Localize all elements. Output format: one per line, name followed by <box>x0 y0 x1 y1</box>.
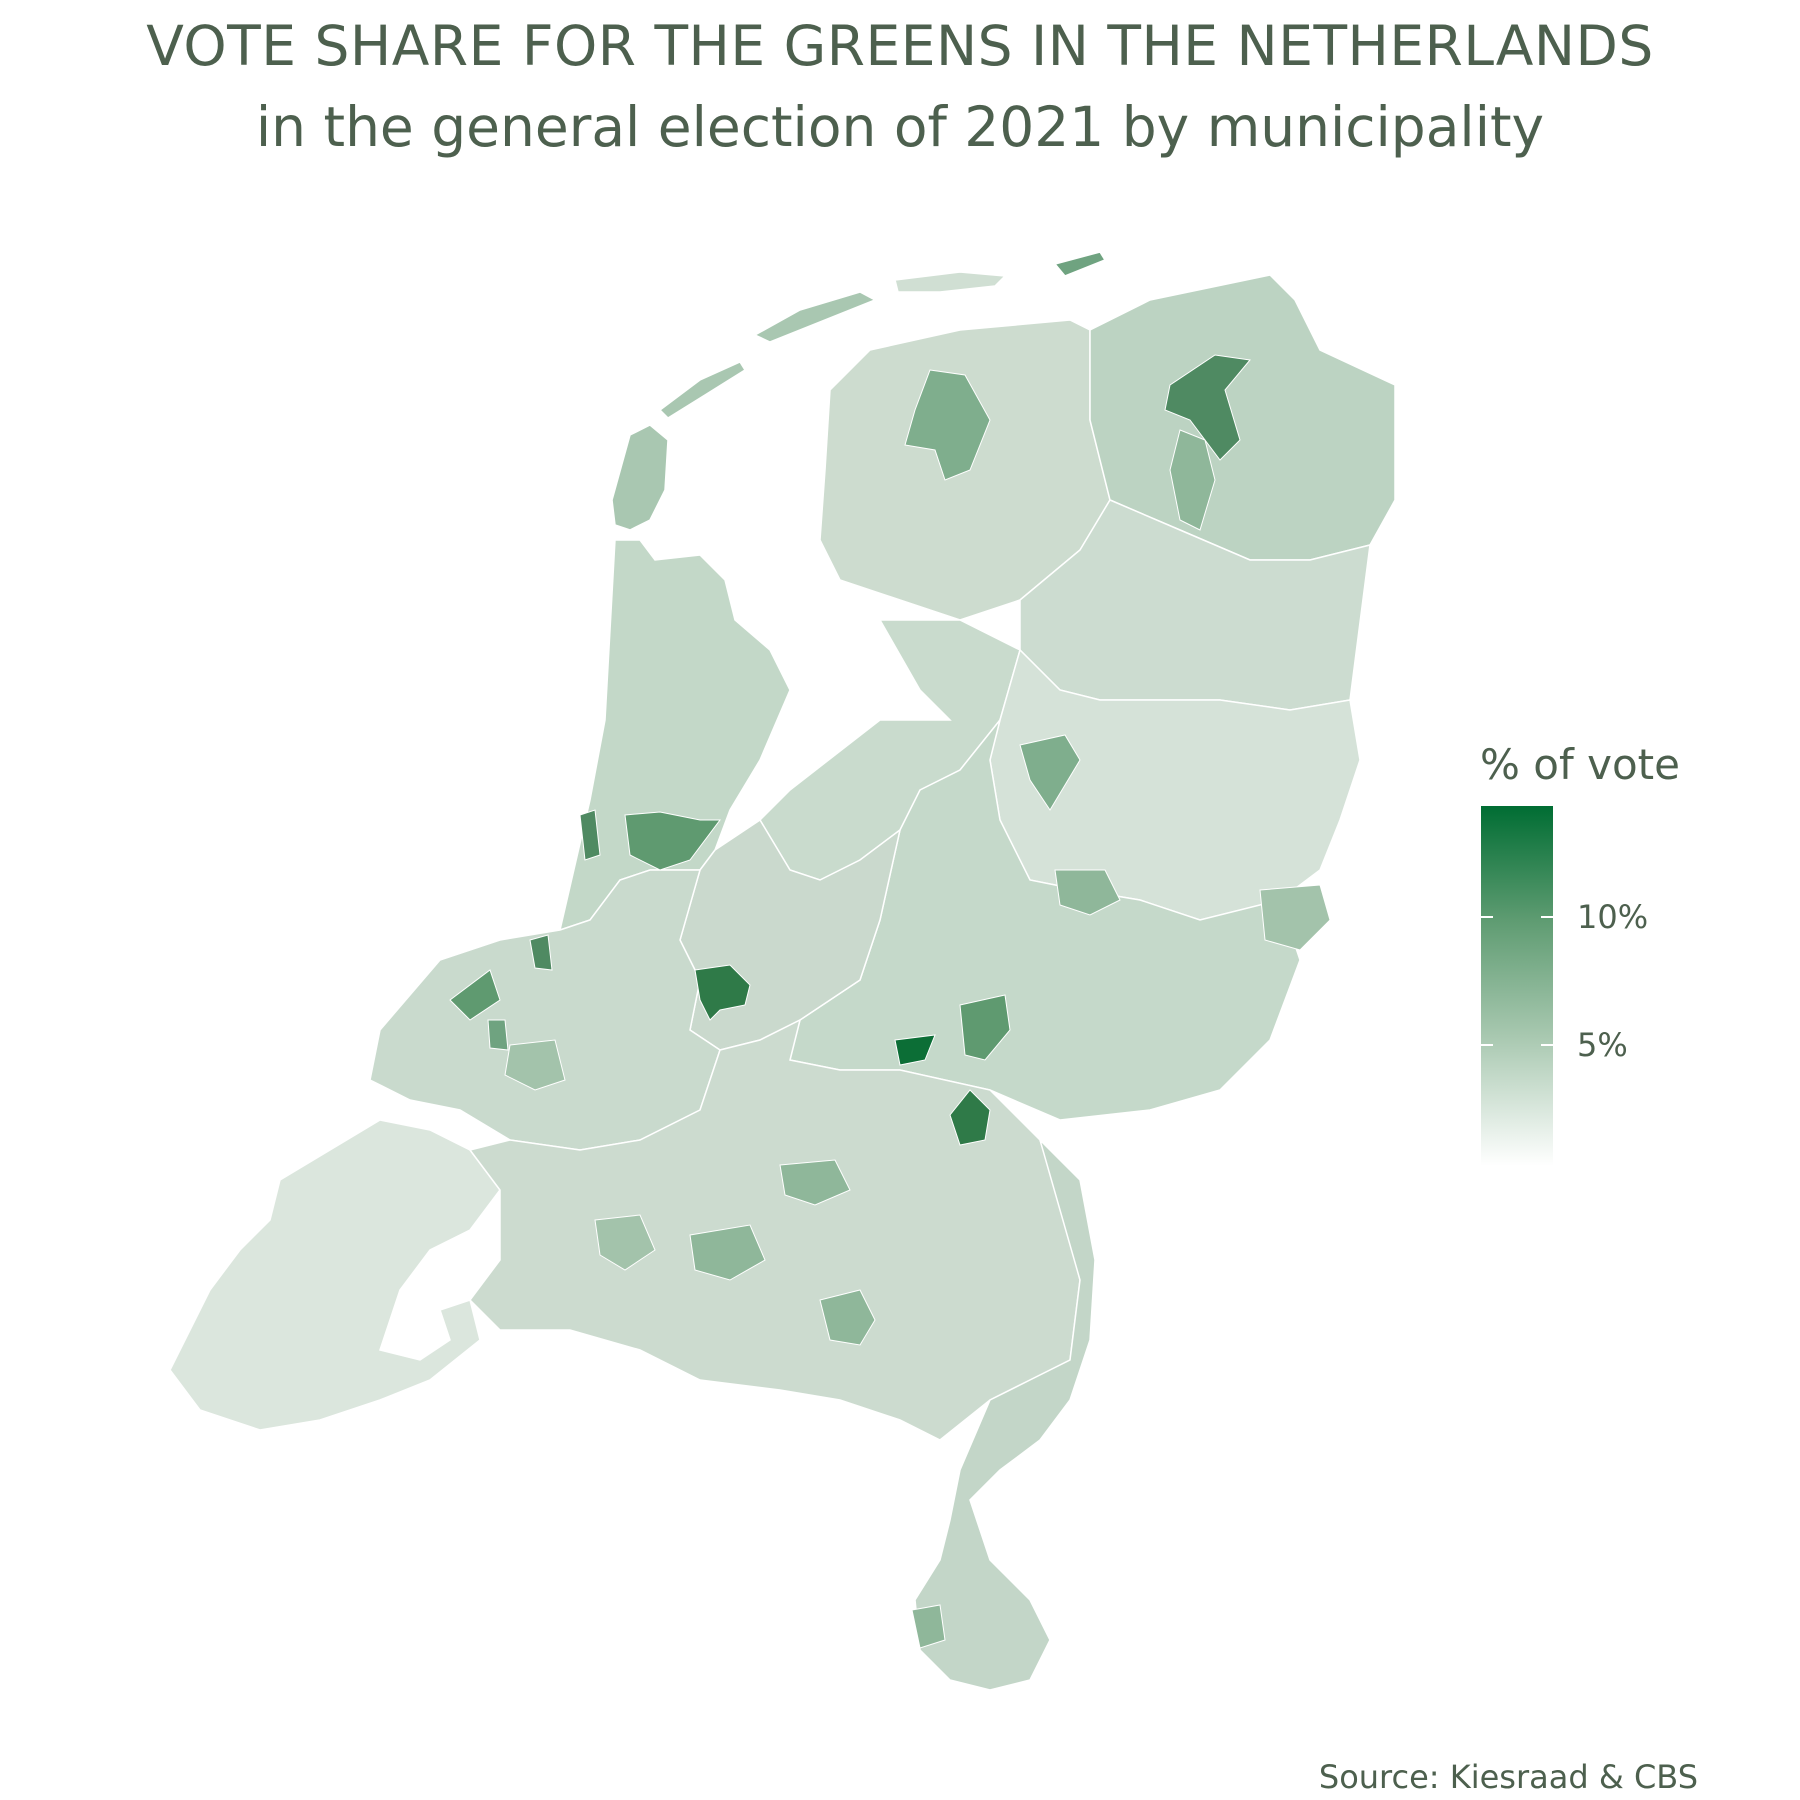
municipality-leiden <box>529 934 553 971</box>
province-zeeland <box>169 1119 501 1431</box>
legend-tick-5-right <box>1541 1044 1553 1046</box>
municipality-deventer <box>1054 869 1121 916</box>
island-ameland <box>894 271 1007 293</box>
island-terschelling <box>753 291 877 343</box>
municipality-rotterdam <box>504 1039 566 1091</box>
municipality-enschede <box>1259 884 1331 951</box>
municipality-den-bosch <box>779 1159 851 1206</box>
legend-title: % of vote <box>1480 740 1680 789</box>
municipality-maastricht <box>911 1604 946 1649</box>
municipality-tilburg <box>689 1224 766 1281</box>
legend-tick-label-5: 5% <box>1577 1026 1628 1064</box>
municipality-breda <box>594 1214 656 1271</box>
province-zuid-holland <box>369 869 721 1151</box>
municipality-nijmegen <box>949 1089 991 1146</box>
municipality-leeuwarden <box>904 369 991 481</box>
municipality-eindhoven <box>819 1289 876 1346</box>
legend-colorbar <box>1481 806 1553 1166</box>
legend-tick-label-10: 10% <box>1577 898 1649 936</box>
island-vlieland <box>658 361 747 419</box>
highlight-municipalities <box>449 354 1331 1649</box>
municipality-zwolle <box>1019 734 1081 811</box>
municipality-wageningen <box>894 1034 936 1066</box>
municipality-delft <box>487 1019 509 1051</box>
municipality-utrecht <box>694 964 751 1021</box>
municipality-den-haag <box>449 969 501 1021</box>
netherlands-base <box>169 251 1396 1691</box>
municipality-haarlem <box>579 809 601 861</box>
legend-tick-10-left <box>1481 916 1493 918</box>
province-limburg <box>914 1137 1096 1691</box>
island-schiermonnikoog <box>1053 251 1107 277</box>
municipality-groningen <box>1164 354 1251 461</box>
chart-title: VOTE SHARE FOR THE GREENS IN THE NETHERL… <box>146 14 1654 78</box>
legend-tick-10-right <box>1541 916 1553 918</box>
municipality-amsterdam <box>624 811 721 871</box>
municipality-arnhem <box>959 994 1011 1061</box>
municipality-haren <box>1169 429 1216 531</box>
chart-subtitle: in the general election of 2021 by munic… <box>255 95 1545 159</box>
source-note: Source: Kiesraad & CBS <box>1318 1758 1698 1796</box>
island-texel <box>611 424 669 531</box>
legend-tick-5-left <box>1481 1044 1493 1046</box>
